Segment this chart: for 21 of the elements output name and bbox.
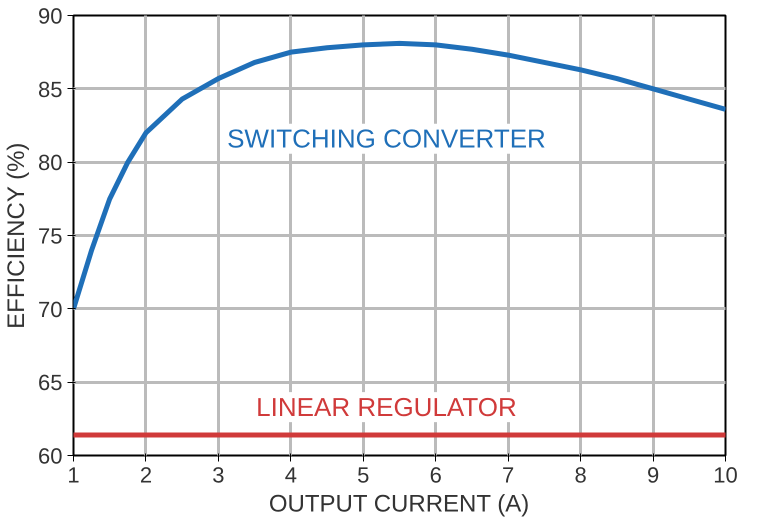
series-label: SWITCHING CONVERTER [227,124,546,154]
x-tick-label: 5 [357,462,370,488]
y-tick-label: 65 [38,370,63,396]
y-tick-label: 85 [38,76,63,102]
x-tick-label: 7 [502,462,514,488]
x-tick-label: 6 [430,462,442,488]
y-tick-label: 70 [38,296,63,322]
x-tick-label: 4 [284,462,297,488]
y-tick-label: 80 [38,150,63,176]
y-tick-label: 60 [38,444,63,468]
series-label: LINEAR REGULATOR [256,392,517,422]
y-tick-label: 75 [38,224,63,248]
y-axis-title: EFFICIENCY (%) [3,142,30,329]
x-axis-title: OUTPUT CURRENT (A) [268,490,530,518]
x-tick-label: 3 [212,462,225,488]
x-tick-label: 9 [646,462,660,488]
x-tick-label: 10 [713,462,738,488]
x-tick-label: 8 [574,462,587,488]
x-tick-label: 2 [140,462,152,488]
x-tick-label: 1 [67,462,80,488]
y-tick-label: 90 [38,4,63,28]
